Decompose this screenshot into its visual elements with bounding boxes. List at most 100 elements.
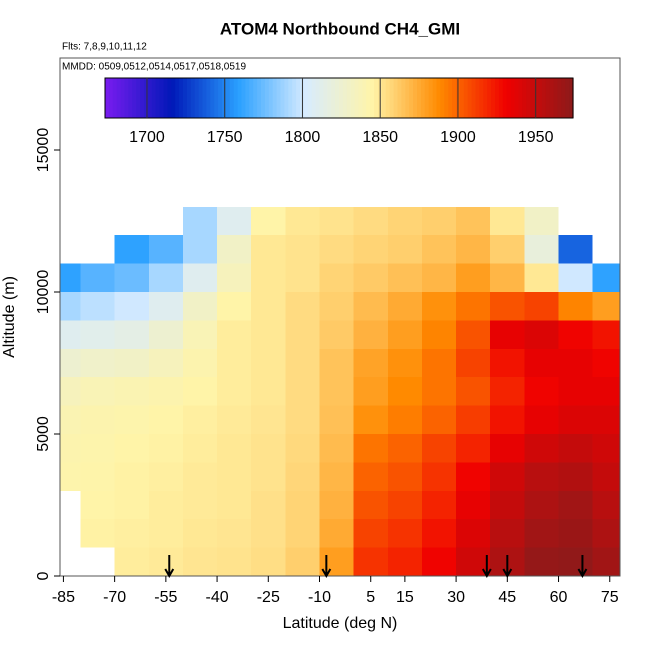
heatmap-cell — [353, 377, 388, 406]
heatmap-cell — [558, 547, 593, 576]
heatmap-cell — [114, 263, 149, 293]
colorbar-swatch — [124, 78, 129, 118]
heatmap-cell — [148, 405, 183, 435]
colorbar-swatch — [370, 78, 375, 118]
y-tick-label: 10000 — [35, 270, 52, 315]
colorbar-swatch — [194, 78, 200, 118]
colorbar-swatch — [393, 78, 399, 118]
colorbar-swatch — [315, 78, 321, 118]
colorbar-swatch — [159, 78, 165, 118]
heatmap-cell — [421, 292, 457, 321]
colorbar-swatch — [218, 78, 223, 118]
colorbar-swatch — [463, 78, 469, 118]
heatmap-cell — [148, 519, 183, 548]
heatmap-cell — [592, 263, 620, 293]
heatmap-cell — [524, 377, 559, 406]
arrow — [577, 555, 588, 579]
colorbar-swatch — [296, 78, 301, 118]
heatmap-cell — [421, 405, 457, 435]
colorbar-swatch — [506, 78, 512, 118]
heatmap-cell — [251, 377, 286, 406]
heatmap-cell — [80, 263, 115, 293]
heatmap-cell — [490, 405, 525, 435]
colorbar-swatch — [444, 78, 449, 118]
heatmap-cell — [60, 434, 81, 463]
heatmap-cell — [421, 320, 457, 349]
heatmap-cell — [456, 405, 491, 435]
heatmap-cell — [456, 519, 491, 548]
colorbar-swatch — [495, 78, 500, 118]
heatmap-cell — [353, 348, 388, 378]
heatmap-cell — [251, 434, 286, 463]
heatmap-cell — [387, 263, 422, 293]
colorbar-swatch — [401, 78, 406, 118]
heatmap-cell — [285, 462, 320, 491]
heatmap-cell — [285, 263, 320, 293]
colorbar-swatch — [144, 78, 149, 118]
colorbar-swatch — [116, 78, 122, 118]
colorbar-swatch — [389, 78, 395, 118]
heatmap-cell — [387, 519, 422, 548]
colorbar-swatch — [198, 78, 204, 118]
heatmap-cell — [387, 405, 422, 435]
colorbar-swatch — [350, 78, 356, 118]
colorbar-swatch — [288, 78, 293, 118]
colorbar-swatch — [140, 78, 145, 118]
heatmap-cell — [285, 377, 320, 406]
heatmap-cell — [319, 263, 354, 293]
heatmap-cell — [592, 320, 620, 349]
heatmap-cell — [251, 519, 286, 548]
heatmap-cell — [182, 320, 218, 349]
heatmap-cell — [490, 263, 525, 293]
heatmap-cell — [114, 490, 149, 520]
heatmap-cell — [387, 292, 422, 321]
colorbar-swatch — [175, 78, 180, 118]
heatmap-cell — [182, 377, 218, 406]
heatmap-cell — [456, 434, 491, 463]
heatmap-cell — [319, 490, 354, 520]
y-tick-label: 5000 — [35, 416, 52, 452]
x-axis-label: Latitude (deg N) — [283, 615, 398, 632]
heatmap-cell — [524, 519, 559, 548]
heatmap-cell — [558, 320, 593, 349]
x-tick-label: -40 — [206, 589, 229, 606]
colorbar-swatch — [147, 78, 153, 118]
heatmap-cell — [558, 263, 593, 293]
heatmap-cell — [524, 348, 559, 378]
x-tick-label: 45 — [498, 589, 516, 606]
colorbar-swatch — [155, 78, 161, 118]
heatmap-cell — [251, 405, 286, 435]
colorbar-tick-label: 1800 — [285, 129, 321, 146]
colorbar-swatch — [151, 78, 157, 118]
heatmap-cell — [353, 320, 388, 349]
colorbar-swatch — [424, 78, 430, 118]
heatmap-cell — [114, 348, 149, 378]
x-tick-label: 75 — [601, 589, 619, 606]
heatmap-cell — [285, 348, 320, 378]
colorbar-tick-label: 1700 — [129, 129, 165, 146]
heatmap-cell — [182, 292, 218, 321]
heatmap-cell — [592, 519, 620, 548]
heatmap-cell — [80, 490, 115, 520]
heatmap-cell — [456, 377, 491, 406]
y-tick-label: 0 — [35, 571, 52, 580]
heatmap-cell — [456, 206, 491, 236]
heatmap-cell — [319, 462, 354, 491]
colorbar-swatch — [397, 78, 402, 118]
heatmap-cell — [182, 235, 218, 264]
colorbar-tick-label: 1900 — [440, 129, 476, 146]
colorbar-swatch — [132, 78, 137, 118]
heatmap-cell — [319, 292, 354, 321]
x-tick-label: -85 — [52, 589, 75, 606]
heatmap-cell — [558, 348, 593, 378]
colorbar-swatch — [268, 78, 274, 118]
colorbar-swatch — [354, 78, 360, 118]
heatmap-cell — [421, 519, 457, 548]
heatmap-cell — [217, 547, 252, 576]
heatmap-cell — [60, 292, 81, 321]
heatmap-cell — [182, 462, 218, 491]
arrow — [502, 555, 513, 579]
colorbar-swatch — [249, 78, 254, 118]
colorbar-swatch — [307, 78, 313, 118]
colorbar-swatch — [362, 78, 367, 118]
